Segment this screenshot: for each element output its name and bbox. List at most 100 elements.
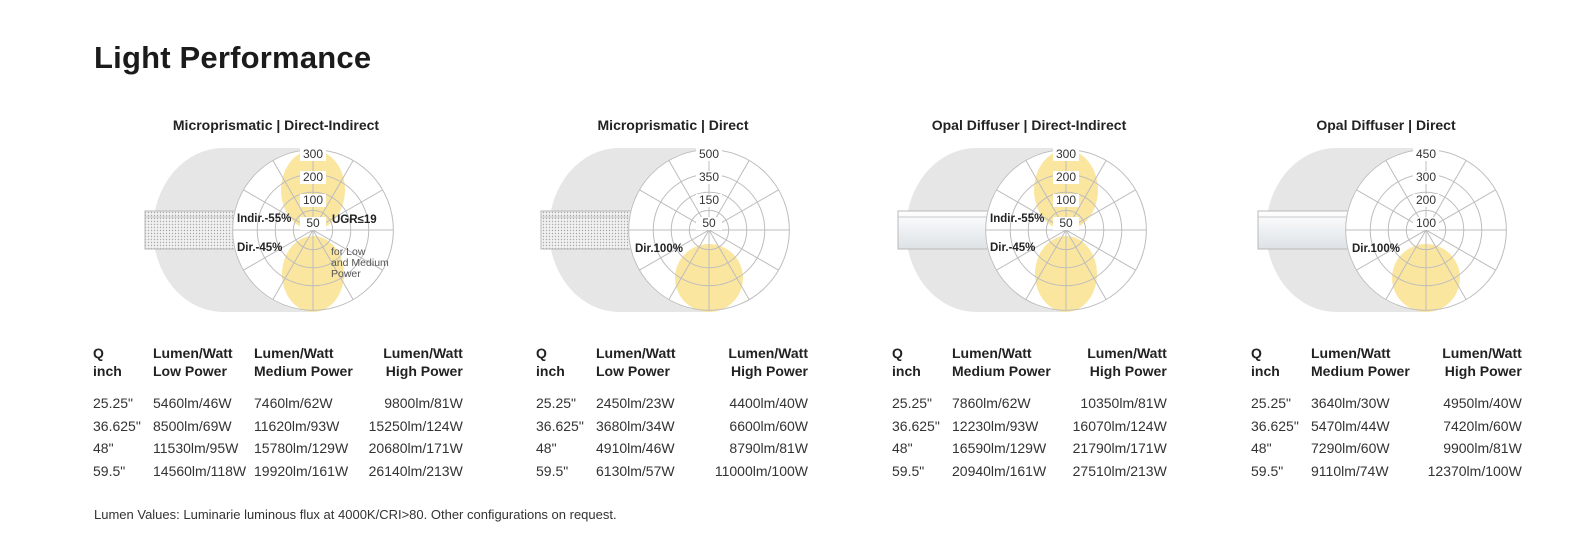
table-row: 25.25" 3640lm/30W 4950lm/40W xyxy=(1251,392,1522,415)
cell-value: 3640lm/30W xyxy=(1311,395,1390,411)
table-row: 36.625" 5470lm/44W 7420lm/60W xyxy=(1251,415,1522,438)
ring-label: 450 xyxy=(1416,147,1436,161)
cell-value: 20680lm/171W xyxy=(368,440,463,456)
annotation-label: Dir.-45% xyxy=(237,242,282,254)
table-row: 59.5" 6130lm/57W 11000lm/100W xyxy=(536,460,808,483)
cell-value: 16070lm/124W xyxy=(1072,417,1167,434)
panel-title: Opal Diffuser | Direct xyxy=(1316,117,1456,133)
annotation-label: Indir.-55% xyxy=(237,213,291,225)
cell-value: 9900lm/81W xyxy=(1443,440,1522,456)
header-high-power: Lumen/Watt High Power xyxy=(383,345,463,379)
cell-length: 25.25" xyxy=(892,395,933,411)
annotation-label: UGR≤19 xyxy=(332,214,377,226)
cell-value: 8500lm/69W xyxy=(153,417,232,434)
cell-value: 20940lm/161W xyxy=(952,462,1047,479)
ring-label: 200 xyxy=(303,170,323,184)
cell-length: 25.25" xyxy=(536,395,577,411)
header-high-power: Lumen/Watt High Power xyxy=(728,345,808,379)
cell-value: 6130lm/57W xyxy=(596,462,675,479)
table-row: 36.625" 8500lm/69W 11620lm/93W 15250lm/124W xyxy=(93,415,463,438)
cell-value: 9110lm/74W xyxy=(1311,462,1389,479)
cell-length: 48" xyxy=(536,440,557,456)
cell-length: 25.25" xyxy=(93,395,134,411)
annotation-note: and Medium xyxy=(331,257,389,269)
cell-length: 36.625" xyxy=(536,417,584,434)
panel-title: Microprismatic | Direct xyxy=(597,117,749,133)
annotation-label: Dir.-45% xyxy=(990,242,1035,254)
header-medium-power: Lumen/Watt Medium Power xyxy=(952,345,1051,379)
table-row: 59.5" 14560lm/118W 19920lm/161W 26140lm/213… xyxy=(93,460,463,483)
polar-diagram: 450 300 200 100 Dir.100% xyxy=(1257,147,1507,312)
panel-microprismatic-direct-indirect: Microprismatic | Direct-Indirect 300 200 1… xyxy=(93,0,473,500)
polar-diagram: 300 200 100 50 Indir.-55% Dir.-45% UGR≤19 for L… xyxy=(144,147,394,312)
cell-length: 59.5" xyxy=(892,462,925,479)
cell-length: 48" xyxy=(892,440,913,456)
annotation-label: Dir.100% xyxy=(635,243,683,255)
ring-label: 350 xyxy=(699,170,719,184)
table-row: 59.5" 9110lm/74W 12370lm/100W xyxy=(1251,460,1522,483)
cell-length: 59.5" xyxy=(536,462,569,479)
cell-value: 5470lm/44W xyxy=(1311,417,1390,434)
cell-value: 9800lm/81W xyxy=(384,395,463,411)
ring-label: 200 xyxy=(1416,193,1436,207)
cell-length: 36.625" xyxy=(93,417,141,434)
ring-label: 300 xyxy=(1416,170,1436,184)
cell-value: 10350lm/81W xyxy=(1080,395,1167,411)
cell-value: 8790lm/81W xyxy=(729,440,808,456)
panel-title: Opal Diffuser | Direct-Indirect xyxy=(931,117,1127,133)
cell-value: 5460lm/46W xyxy=(153,395,232,411)
cell-value: 21790lm/171W xyxy=(1072,440,1167,456)
table-row: 59.5" 20940lm/161W 27510lm/213W xyxy=(892,460,1167,483)
cell-value: 7860lm/62W xyxy=(952,395,1031,411)
table-row: 36.625" 3680lm/34W 6600lm/60W xyxy=(536,415,808,438)
footnote: Lumen Values: Luminarie luminous flux at… xyxy=(94,507,617,522)
annotation-note: for Low xyxy=(331,246,366,258)
ring-label: 300 xyxy=(303,147,323,161)
cell-value: 4950lm/40W xyxy=(1443,395,1522,411)
cell-value: 4400lm/40W xyxy=(729,395,808,411)
cell-value: 12370lm/100W xyxy=(1427,462,1522,479)
cell-value: 14560lm/118W xyxy=(153,462,247,479)
ring-label: 100 xyxy=(1056,193,1076,207)
cell-length: 25.25" xyxy=(1251,395,1292,411)
header-medium-power: Lumen/Watt Medium Power xyxy=(254,345,353,379)
cell-value: 7290lm/60W xyxy=(1311,440,1390,456)
table-row: 48" 11530lm/95W 15780lm/129W 20680lm/171W xyxy=(93,437,463,460)
ring-label: 50 xyxy=(306,216,320,230)
header-low-power: Lumen/Watt Low Power xyxy=(596,345,676,379)
table-row: 48" 16590lm/129W 21790lm/171W xyxy=(892,437,1167,460)
ring-label: 50 xyxy=(702,216,716,230)
table-row: 48" 7290lm/60W 9900lm/81W xyxy=(1251,437,1522,460)
cell-length: 36.625" xyxy=(892,417,940,434)
panel-title: Microprismatic | Direct-Indirect xyxy=(172,117,380,133)
cell-value: 16590lm/129W xyxy=(952,440,1047,456)
annotation-label: Indir.-55% xyxy=(990,213,1044,225)
cell-length: 48" xyxy=(93,440,114,456)
cell-value: 15250lm/124W xyxy=(368,417,463,434)
polar-diagram: 500 350 150 50 Dir.100% xyxy=(540,147,790,312)
cell-value: 12230lm/93W xyxy=(952,417,1039,434)
ring-label: 150 xyxy=(699,193,719,207)
header-low-power: Lumen/Watt Low Power xyxy=(153,345,233,379)
cell-value: 27510lm/213W xyxy=(1072,462,1167,479)
ring-label: 200 xyxy=(1056,170,1076,184)
cell-value: 2450lm/23W xyxy=(596,395,675,411)
table-row: 48" 4910lm/46W 8790lm/81W xyxy=(536,437,808,460)
cell-value: 3680lm/34W xyxy=(596,417,675,434)
cell-value: 11000lm/100W xyxy=(714,462,808,479)
page-title: Light Performance xyxy=(94,40,372,75)
polar-diagram: 300 200 100 50 Indir.-55% Dir.-45% xyxy=(897,147,1147,312)
ring-label: 100 xyxy=(1416,216,1436,230)
cell-value: 4910lm/46W xyxy=(596,440,675,456)
ring-label: 50 xyxy=(1059,216,1073,230)
annotation-label: Dir.100% xyxy=(1352,243,1400,255)
cell-length: 59.5" xyxy=(1251,462,1284,479)
